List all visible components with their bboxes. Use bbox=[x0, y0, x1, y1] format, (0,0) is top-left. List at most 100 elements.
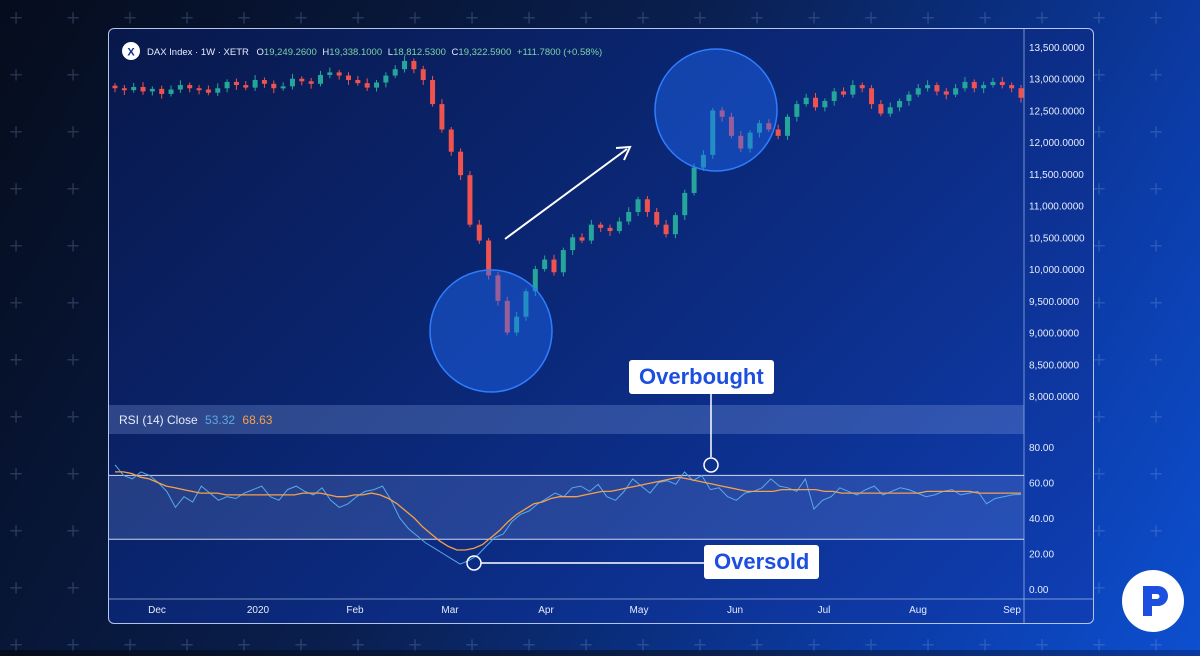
candle-body bbox=[822, 100, 828, 108]
candle-body bbox=[504, 300, 510, 333]
pepperstone-logo-icon bbox=[1122, 570, 1184, 632]
candle-body bbox=[261, 79, 267, 84]
price-tick-label: 8,000.0000 bbox=[1029, 392, 1079, 403]
candle-body bbox=[374, 82, 380, 88]
candle-body bbox=[215, 88, 221, 93]
candle-body bbox=[430, 79, 436, 105]
time-tick-label: Apr bbox=[538, 605, 554, 616]
overbought-marker bbox=[703, 457, 719, 473]
time-tick-label: Mar bbox=[441, 605, 459, 616]
low-value: 18,812.5300 bbox=[393, 47, 446, 58]
price-tick-label: 13,500.0000 bbox=[1029, 43, 1085, 54]
candle-body bbox=[1009, 85, 1015, 89]
x-badge-icon bbox=[122, 42, 140, 60]
pepperstone-logo-glyph bbox=[1143, 586, 1168, 616]
candle-body bbox=[999, 81, 1005, 86]
candlestick-series bbox=[112, 56, 1024, 336]
candle-body bbox=[831, 91, 837, 101]
candle-body bbox=[514, 316, 520, 333]
candle-body bbox=[728, 116, 734, 136]
rsi-lines bbox=[114, 464, 1022, 565]
candle-body bbox=[243, 85, 249, 88]
candle-body bbox=[383, 75, 389, 83]
candle-body bbox=[252, 79, 258, 88]
chart-canvas: X DAX Index · 1W · XETR O19,249.2600 H19… bbox=[109, 29, 1093, 623]
close-label: C bbox=[452, 47, 459, 58]
candle-body bbox=[579, 237, 585, 241]
close-value: 19,322.5900 bbox=[458, 47, 511, 58]
candle-body bbox=[738, 135, 744, 149]
candle-body bbox=[159, 88, 165, 94]
candle-body bbox=[971, 81, 977, 89]
price-tick-label: 9,500.0000 bbox=[1029, 297, 1079, 308]
candle-body bbox=[542, 259, 548, 270]
time-tick-label: Jul bbox=[818, 605, 831, 616]
price-tick-label: 8,500.0000 bbox=[1029, 360, 1079, 371]
candle-body bbox=[280, 86, 286, 89]
time-tick-label: 2020 bbox=[247, 605, 270, 616]
candle-body bbox=[878, 104, 884, 114]
candle-body bbox=[934, 85, 940, 92]
candle-body bbox=[897, 100, 903, 108]
chart-symbol-info: DAX Index · 1W · XETR O19,249.2600 H19,3… bbox=[147, 47, 602, 58]
candle-body bbox=[187, 85, 193, 89]
candle-body bbox=[943, 91, 949, 95]
time-axis: Dec 2020 Feb Mar Apr May Jun Jul Aug Sep bbox=[148, 605, 1021, 616]
candle-body bbox=[869, 88, 875, 105]
candle-body bbox=[654, 211, 660, 225]
low-label: L bbox=[388, 47, 393, 58]
rsi-header-text: RSI (14) Close 53.32 68.63 bbox=[119, 413, 273, 427]
candle-body bbox=[981, 85, 987, 89]
candle-body bbox=[756, 123, 762, 133]
candle-body bbox=[635, 199, 641, 212]
rsi-axis: 80.00 60.00 40.00 20.00 0.00 bbox=[1029, 443, 1054, 596]
candle-body bbox=[784, 116, 790, 136]
candle-body bbox=[560, 250, 566, 273]
candle-body bbox=[392, 69, 398, 76]
candle-body bbox=[121, 88, 127, 91]
candle-body bbox=[887, 107, 893, 114]
highlight-circle-icon bbox=[654, 48, 778, 172]
candle-body bbox=[112, 85, 118, 89]
rsi-label: RSI (14) Close bbox=[119, 413, 198, 427]
candle-body bbox=[794, 104, 800, 117]
arrow-up-right-icon bbox=[504, 145, 632, 240]
candle-body bbox=[458, 151, 464, 176]
candle-body bbox=[990, 81, 996, 86]
high-value: 19,338.1000 bbox=[329, 47, 382, 58]
rsi-ma-line bbox=[115, 471, 1021, 551]
candle-body bbox=[317, 74, 323, 84]
candle-body bbox=[467, 175, 473, 225]
rsi-tick-label: 0.00 bbox=[1029, 585, 1049, 596]
rsi-tick-label: 60.00 bbox=[1029, 479, 1054, 490]
candle-body bbox=[775, 129, 781, 136]
candle-body bbox=[803, 97, 809, 105]
candle-body bbox=[140, 86, 146, 92]
candle-body bbox=[131, 86, 137, 91]
price-tick-label: 12,000.0000 bbox=[1029, 138, 1085, 149]
rsi-ma-value: 68.63 bbox=[242, 413, 272, 427]
time-tick-label: Dec bbox=[148, 605, 166, 616]
candle-body bbox=[532, 269, 538, 292]
candle-body bbox=[626, 211, 632, 222]
rsi-band bbox=[109, 474, 1024, 540]
change-value: +111.7800 (+0.58%) bbox=[517, 47, 602, 58]
time-tick-label: Sep bbox=[1003, 605, 1021, 616]
open-value: 19,249.2600 bbox=[264, 47, 317, 58]
open-label: O bbox=[257, 47, 264, 58]
candle-body bbox=[747, 132, 753, 149]
candle-body bbox=[607, 227, 613, 232]
candle-body bbox=[495, 275, 501, 301]
candle-body bbox=[476, 224, 482, 241]
price-tick-label: 10,500.0000 bbox=[1029, 233, 1085, 244]
price-tick-label: 9,000.0000 bbox=[1029, 329, 1079, 340]
candle-body bbox=[149, 88, 155, 92]
candle-body bbox=[355, 79, 361, 84]
candle-body bbox=[953, 88, 959, 95]
candle-body bbox=[700, 154, 706, 168]
candle-body bbox=[233, 81, 239, 86]
candle-body bbox=[271, 83, 277, 89]
candle-body bbox=[336, 72, 342, 76]
chart-header: X DAX Index · 1W · XETR O19,249.2600 H19… bbox=[122, 42, 602, 60]
candle-body bbox=[962, 81, 968, 89]
